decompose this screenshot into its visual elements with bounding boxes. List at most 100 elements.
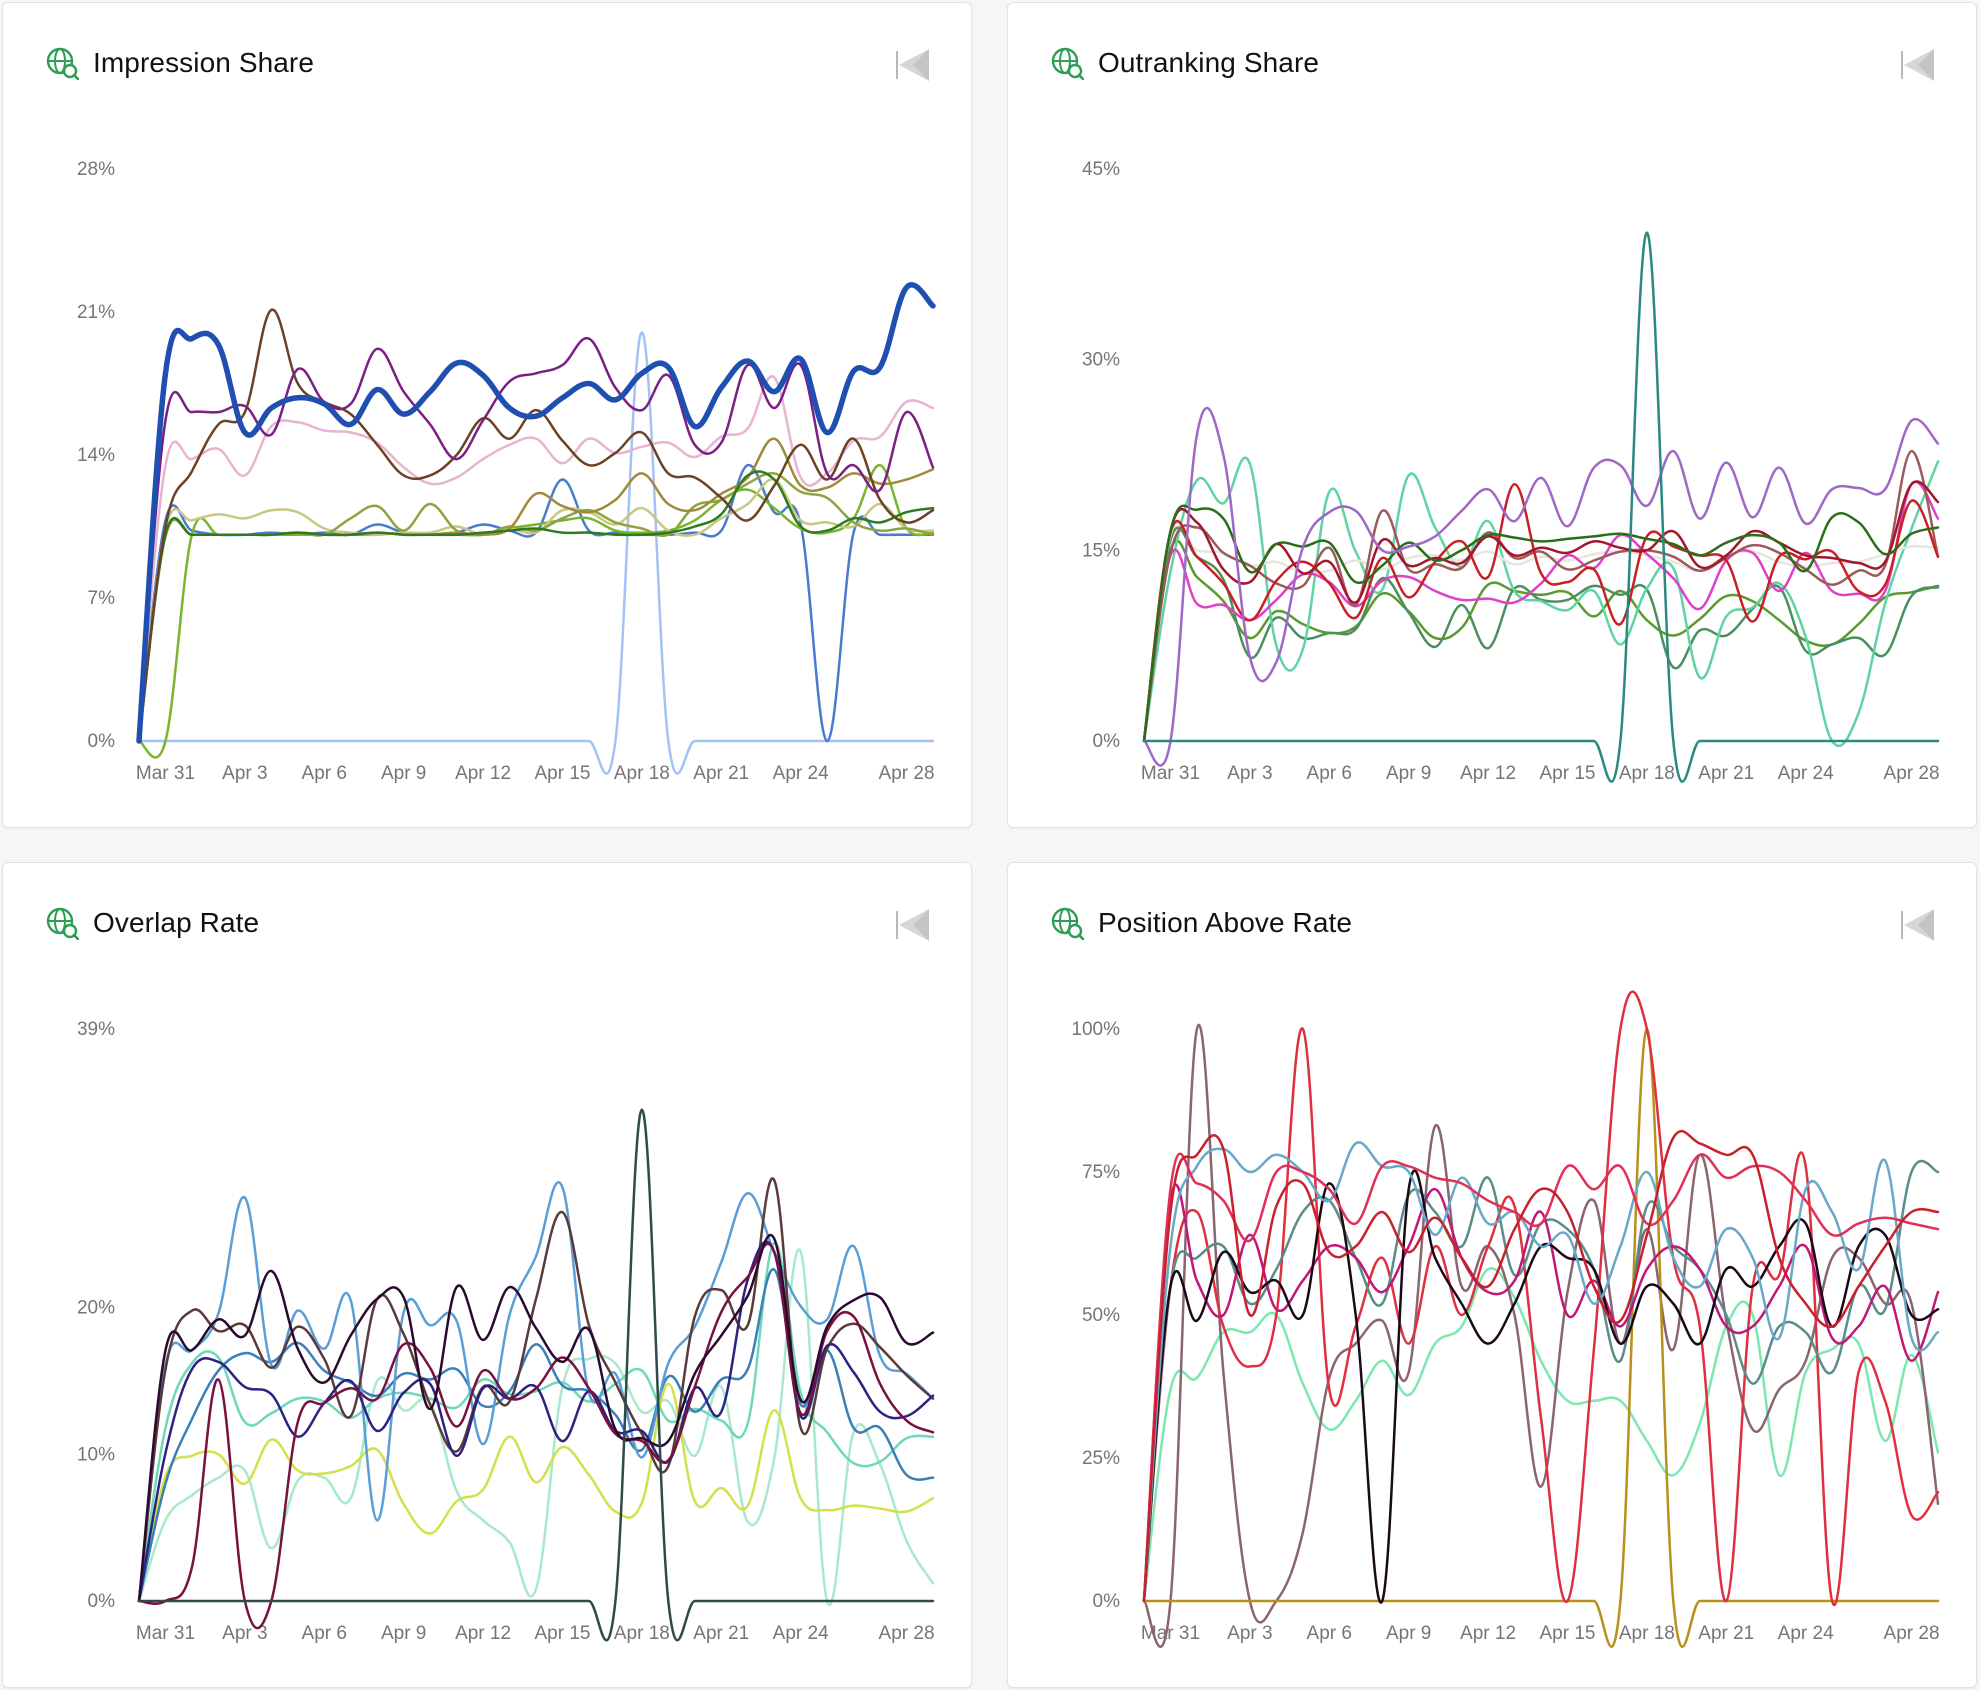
card-title: Overlap Rate bbox=[93, 907, 260, 938]
series-line-1[interactable] bbox=[1142, 1024, 1940, 1649]
y-tick-label: 0% bbox=[1093, 731, 1121, 752]
x-tick-label: Apr 18 bbox=[614, 1623, 670, 1644]
x-tick-label: Apr 9 bbox=[381, 1623, 426, 1644]
x-tick-label: Apr 6 bbox=[302, 1623, 347, 1644]
x-tick-label: Apr 3 bbox=[1227, 763, 1272, 784]
x-tick-label: Apr 21 bbox=[1698, 763, 1754, 784]
x-tick-label: Apr 15 bbox=[1539, 1623, 1595, 1644]
impression-share-card: Impression Share 0% 7% 14% 21% 28% Mar 31 Apr … bbox=[2, 2, 972, 828]
series-line-3[interactable] bbox=[1142, 521, 1940, 743]
card-title: Position Above Rate bbox=[1098, 907, 1353, 938]
x-tick-label: Mar 31 bbox=[1141, 763, 1200, 784]
card-header: Overlap Rate bbox=[45, 901, 259, 945]
series-line-0[interactable] bbox=[1142, 1267, 1940, 1603]
x-tick-label: Apr 6 bbox=[302, 763, 347, 784]
x-tick-label: Apr 6 bbox=[1307, 763, 1352, 784]
series-line-8[interactable] bbox=[1142, 1152, 1940, 1603]
globe-search-icon bbox=[46, 907, 79, 940]
series-line-7[interactable] bbox=[137, 375, 935, 743]
card-title: Outranking Share bbox=[1098, 47, 1320, 78]
series-line-2[interactable] bbox=[1142, 456, 1940, 748]
x-tick-label: Apr 9 bbox=[381, 763, 426, 784]
y-tick-label: 0% bbox=[88, 1591, 116, 1612]
overlap-rate-chart: 0%10%20%39%Mar 31 Apr 3 Apr 6 Apr 9 Apr 12 Ap… bbox=[77, 1019, 935, 1644]
y-tick-label: 7% bbox=[88, 588, 116, 609]
card-title: Impression Share bbox=[93, 47, 315, 78]
series-line-2[interactable] bbox=[1142, 1027, 1940, 1649]
x-tick-label: Apr 18 bbox=[614, 763, 670, 784]
collapse-icon[interactable] bbox=[1900, 47, 1936, 83]
collapse-icon[interactable] bbox=[895, 907, 931, 943]
collapse-icon[interactable] bbox=[1900, 907, 1936, 943]
series-line-9[interactable] bbox=[1142, 1129, 1940, 1603]
globe-search-icon bbox=[1051, 907, 1084, 940]
series-line-0[interactable] bbox=[137, 331, 935, 775]
x-tick-label: Apr 15 bbox=[534, 763, 590, 784]
series-line-9[interactable] bbox=[1142, 406, 1940, 767]
y-tick-label: 15% bbox=[1082, 540, 1120, 561]
x-tick-label: Apr 28 bbox=[1884, 1623, 1940, 1644]
series-line-8[interactable] bbox=[1142, 504, 1940, 743]
series-line-1[interactable] bbox=[137, 463, 935, 743]
series-line-9[interactable] bbox=[137, 337, 935, 743]
x-tick-label: Apr 6 bbox=[1307, 1623, 1352, 1644]
position-above-rate-chart: 0% 25% 50% 75% 100% Mar 31 Apr 3 Apr 6 Apr 9 Apr … bbox=[1071, 990, 1940, 1649]
x-tick-label: Mar 31 bbox=[136, 763, 195, 784]
x-tick-label: Apr 24 bbox=[1778, 763, 1834, 784]
card-header: Impression Share bbox=[45, 41, 314, 85]
x-tick-label: Apr 21 bbox=[693, 1623, 749, 1644]
y-tick-label: 0% bbox=[1093, 1591, 1121, 1612]
series-line-6[interactable] bbox=[1142, 482, 1940, 743]
series-line-10[interactable] bbox=[1142, 231, 1940, 783]
x-tick-label: Apr 12 bbox=[455, 763, 511, 784]
collapse-icon[interactable] bbox=[895, 47, 931, 83]
x-tick-label: Apr 28 bbox=[1884, 763, 1940, 784]
x-tick-label: Apr 28 bbox=[879, 763, 935, 784]
impression-share-chart: 0% 7% 14% 21% 28% Mar 31 Apr 3 Apr 6 Apr 9 Apr 12… bbox=[77, 159, 936, 784]
x-tick-label: Apr 12 bbox=[455, 1623, 511, 1644]
series-line-2[interactable] bbox=[137, 463, 935, 759]
y-tick-label: 28% bbox=[77, 159, 115, 180]
series-line-7[interactable] bbox=[1142, 480, 1940, 743]
x-tick-label: Apr 3 bbox=[222, 763, 267, 784]
y-tick-label: 21% bbox=[77, 302, 115, 323]
series-line-4[interactable] bbox=[1142, 480, 1940, 743]
y-tick-label: 14% bbox=[77, 445, 115, 466]
globe-search-icon bbox=[1051, 47, 1084, 80]
x-tick-label: Apr 24 bbox=[773, 1623, 829, 1644]
series-line-8[interactable] bbox=[137, 308, 935, 743]
card-header: Position Above Rate bbox=[1050, 901, 1352, 945]
series-line-9[interactable] bbox=[137, 1108, 935, 1642]
series-line-6[interactable] bbox=[137, 470, 935, 743]
x-tick-label: Apr 12 bbox=[1460, 763, 1516, 784]
outranking-share-chart: 0% 15% 30% 45% Mar 31 Apr 3 Apr 6 Apr 9 Apr 12 Ap… bbox=[1082, 159, 1940, 784]
x-tick-label: Apr 18 bbox=[1619, 763, 1675, 784]
y-tick-label: 10% bbox=[77, 1444, 115, 1465]
series-line-3[interactable] bbox=[1142, 990, 1940, 1607]
card-header: Outranking Share bbox=[1050, 41, 1319, 85]
x-tick-label: Apr 3 bbox=[1227, 1623, 1272, 1644]
x-tick-label: Apr 24 bbox=[1778, 1623, 1834, 1644]
x-tick-label: Apr 21 bbox=[1698, 1623, 1754, 1644]
y-tick-label: 20% bbox=[77, 1298, 115, 1319]
series-line-1[interactable] bbox=[137, 1382, 935, 1603]
x-tick-label: Apr 15 bbox=[1539, 763, 1595, 784]
x-tick-label: Apr 28 bbox=[879, 1623, 935, 1644]
series-line-1[interactable] bbox=[1142, 526, 1940, 743]
x-tick-label: Apr 18 bbox=[1619, 1623, 1675, 1644]
position-above-rate-card: Position Above Rate 0% 25% 50% 75% 100% Mar 3… bbox=[1007, 862, 1977, 1688]
y-tick-label: 45% bbox=[1082, 159, 1120, 180]
y-tick-label: 25% bbox=[1082, 1448, 1120, 1469]
overlap-rate-card: Overlap Rate 0% 10% 20% 39% Mar 31 Apr 3 Apr 6… bbox=[2, 862, 972, 1688]
x-tick-label: Apr 15 bbox=[534, 1623, 590, 1644]
x-tick-label: Apr 9 bbox=[1386, 1623, 1431, 1644]
series-line-3[interactable] bbox=[137, 478, 935, 743]
y-tick-label: 0% bbox=[88, 731, 116, 752]
y-tick-label: 30% bbox=[1082, 350, 1120, 371]
series-line-7[interactable] bbox=[1142, 1141, 1940, 1603]
x-tick-label: Apr 9 bbox=[1386, 763, 1431, 784]
series-line-8[interactable] bbox=[137, 1234, 935, 1603]
series-line-10[interactable] bbox=[136, 282, 936, 744]
series-line-6[interactable] bbox=[1142, 1169, 1940, 1604]
x-tick-label: Mar 31 bbox=[136, 1623, 195, 1644]
